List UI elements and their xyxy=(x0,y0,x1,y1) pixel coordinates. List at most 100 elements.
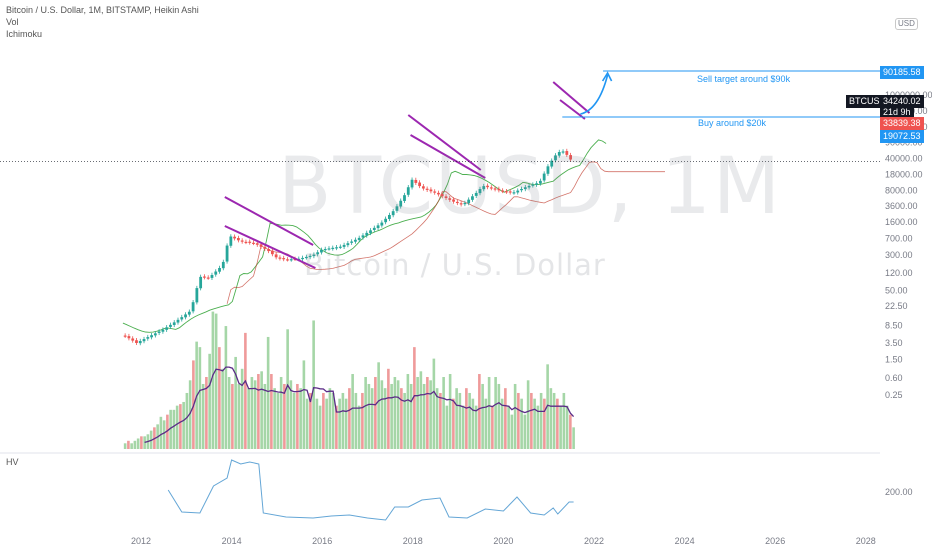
candle-body xyxy=(403,195,406,201)
candle-body xyxy=(489,187,493,189)
volume-bar xyxy=(536,405,540,449)
volume-bar xyxy=(331,392,335,449)
x-tick-label: 2026 xyxy=(765,536,785,546)
volume-bar xyxy=(504,388,507,449)
countdown-tag: 21d 9h xyxy=(880,106,914,119)
volume-bar xyxy=(136,438,140,449)
candle-body xyxy=(240,240,244,242)
volume-bar xyxy=(572,427,575,449)
y-tick-label: 8000.00 xyxy=(885,185,918,195)
candle-body xyxy=(187,311,191,315)
volume-bar xyxy=(569,414,572,449)
x-tick-label: 2020 xyxy=(493,536,513,546)
volume-bar xyxy=(543,398,546,449)
candle-body xyxy=(561,151,565,153)
candle-body xyxy=(372,227,376,230)
candle-body xyxy=(335,247,338,249)
volume-bar xyxy=(422,383,426,449)
candle-body xyxy=(301,257,304,260)
volume-bar xyxy=(133,440,137,449)
volume-bar xyxy=(292,392,296,449)
volume-bar xyxy=(361,392,364,449)
x-tick-label: 2016 xyxy=(312,536,332,546)
volume-bar xyxy=(318,405,322,449)
candle-body xyxy=(444,196,448,199)
candle-body xyxy=(354,239,357,242)
volume-bar xyxy=(494,377,497,449)
prev-price-tag: 33839.38 xyxy=(880,117,924,130)
candle-body xyxy=(516,190,520,193)
candle-body xyxy=(172,322,176,326)
candle-body xyxy=(203,276,206,278)
trendline xyxy=(410,134,486,179)
y-tick-label: 8.50 xyxy=(885,320,903,330)
currency-badge[interactable]: USD xyxy=(895,18,918,30)
volume-bar xyxy=(312,320,315,449)
volume-bar xyxy=(175,405,179,449)
candle-body xyxy=(546,166,550,174)
volume-bar xyxy=(283,383,286,449)
candle-body xyxy=(146,337,150,339)
volume-bar xyxy=(552,392,556,449)
volume-bar xyxy=(510,414,514,449)
volume-bar xyxy=(452,398,455,449)
candle-body xyxy=(535,183,539,185)
volume-bar xyxy=(224,326,228,449)
volume-bar xyxy=(491,405,494,449)
candle-body xyxy=(123,335,127,337)
y-tick-label: 300.00 xyxy=(885,250,913,260)
candle-body xyxy=(153,333,157,336)
volume-bar xyxy=(127,440,130,449)
ichimoku-span-line xyxy=(122,139,607,333)
candle-body xyxy=(538,180,542,184)
volume-bar xyxy=(240,368,244,449)
last-price-tag: 34240.02 xyxy=(880,95,924,108)
price-candles-layer xyxy=(123,148,572,346)
volume-bar xyxy=(439,392,442,449)
volume-bar xyxy=(357,405,361,449)
candle-body xyxy=(433,191,437,193)
legend-vol[interactable]: Vol xyxy=(6,17,19,27)
x-tick-label: 2012 xyxy=(131,536,151,546)
candle-body xyxy=(165,327,169,330)
annotation-layer xyxy=(224,70,880,269)
volume-bar xyxy=(513,383,517,449)
volume-bar xyxy=(205,377,208,449)
volume-bar xyxy=(374,377,377,449)
candle-body xyxy=(320,249,323,253)
volume-bar xyxy=(305,398,309,449)
y-tick-label: 1.50 xyxy=(885,355,903,365)
volume-moving-average xyxy=(144,366,575,444)
candle-body xyxy=(387,214,391,219)
candle-body xyxy=(471,196,474,200)
candle-body xyxy=(565,151,569,155)
y-tick-label: 0.25 xyxy=(885,390,903,400)
candle-body xyxy=(369,230,372,234)
candle-body xyxy=(312,254,316,257)
volume-bar xyxy=(539,392,543,449)
volume-bar xyxy=(247,388,250,449)
volume-bar xyxy=(123,443,127,449)
volume-bar xyxy=(218,347,221,449)
candle-body xyxy=(448,198,452,200)
legend-ichimoku[interactable]: Ichimoku xyxy=(6,29,43,39)
candle-body xyxy=(376,225,380,229)
candle-body xyxy=(304,256,308,259)
volume-bar xyxy=(260,371,263,449)
legend-title: Bitcoin / U.S. Dollar, 1M, BITSTAMP, Hei… xyxy=(6,5,199,15)
volume-bar xyxy=(416,377,419,449)
candle-body xyxy=(127,336,131,339)
x-tick-label: 2028 xyxy=(856,536,876,546)
volume-bar xyxy=(390,383,393,449)
volume-bar xyxy=(302,360,306,449)
candle-body xyxy=(505,191,508,193)
x-tick-label: 2018 xyxy=(403,536,423,546)
volume-bar xyxy=(344,398,348,449)
candle-body xyxy=(184,314,187,318)
x-tick-label: 2014 xyxy=(222,536,242,546)
volume-bar xyxy=(367,383,371,449)
candle-body xyxy=(244,241,248,244)
candle-body xyxy=(554,155,557,161)
volume-bar xyxy=(471,398,475,449)
